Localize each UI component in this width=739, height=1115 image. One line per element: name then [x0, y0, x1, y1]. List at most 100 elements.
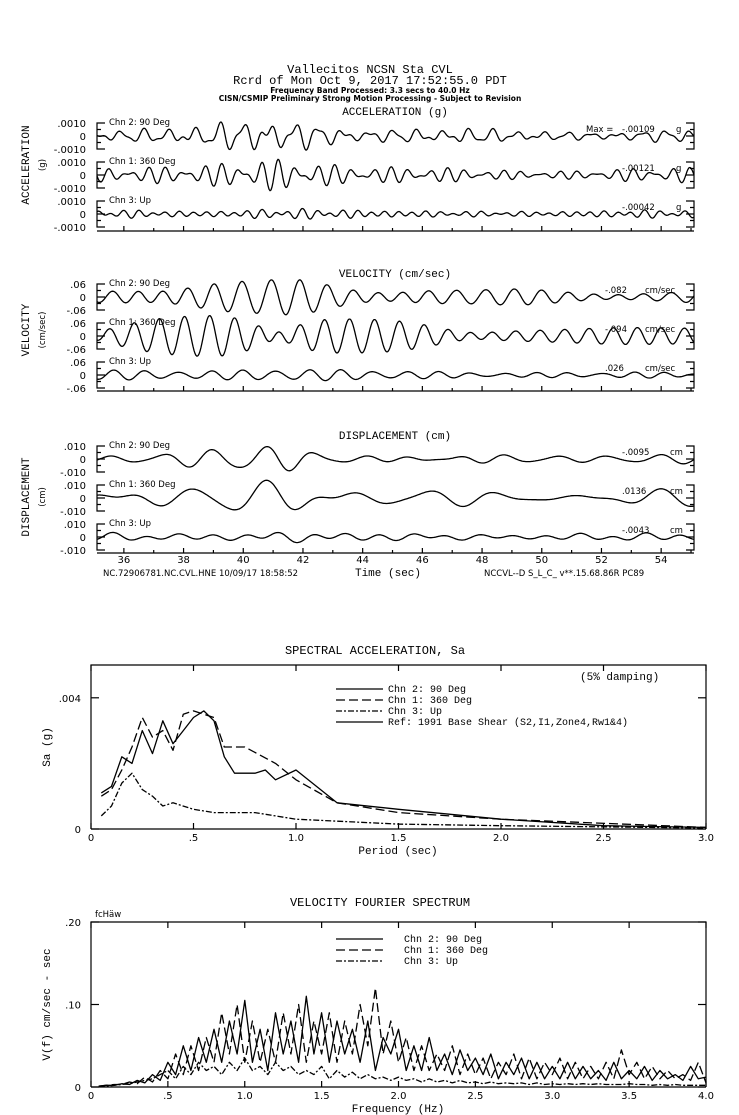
max-unit: cm — [670, 487, 683, 497]
channel-trace-group: .010 0 -.010 Chn 3: Up -.0043 cm — [60, 519, 695, 557]
x-axis-label: Frequency (Hz) — [352, 1104, 444, 1115]
waveform-trace — [96, 314, 695, 357]
time-tick-label: 52 — [595, 555, 608, 566]
y-tick-label: .10 — [65, 1001, 81, 1012]
y-tick-label: -.010 — [60, 546, 86, 557]
max-value: -.00109 — [622, 125, 655, 135]
y-tick-label: 0 — [80, 455, 86, 466]
y-tick-label: .06 — [70, 280, 86, 291]
panel-displacement: DISPLACEMENT (cm) DISPLACEMENT (cm) .010 0 -.… — [21, 431, 695, 557]
fourier-spectrum-chart: VELOCITY FOURIER SPECTRUM Frequency (Hz) V… — [42, 896, 714, 1115]
max-unit: g — [676, 164, 681, 174]
time-tick-label: 40 — [237, 555, 250, 566]
series-line-dashed — [100, 710, 707, 829]
y-tick-label: -.06 — [66, 384, 86, 395]
y-tick-label: 0 — [80, 210, 86, 221]
panel-y-label: VELOCITY — [21, 303, 33, 356]
max-unit: cm — [670, 448, 683, 458]
series-line-dashdot — [100, 772, 707, 829]
y-tick-label: 0 — [80, 371, 86, 382]
record-title: Rcrd of Mon Oct 9, 2017 17:52:55.0 PDT — [233, 74, 507, 88]
legend-entry: Chn 3: Up — [388, 706, 442, 718]
panel-y-unit: (g) — [38, 159, 48, 171]
y-tick-label: -.010 — [60, 507, 86, 518]
y-axis-label: Sa (g) — [42, 727, 54, 767]
band-note: Frequency Band Processed: 3.3 secs to 40… — [270, 86, 470, 95]
channel-bracket — [96, 484, 105, 512]
x-tick-label: .5 — [163, 1091, 173, 1102]
y-tick-label: .0010 — [57, 158, 86, 169]
channel-trace-group: .0010 0 -.0010 Chn 1: 360 Deg -.00121 g — [54, 157, 695, 195]
panel-y-label: ACCELERATION — [21, 125, 33, 204]
x-tick-label: 2.5 — [467, 1091, 483, 1102]
panel-title: ACCELERATION (g) — [342, 107, 448, 119]
waveform-trace — [96, 369, 694, 382]
max-value: -.00121 — [622, 164, 655, 174]
processing-note: CISN/CSMIP Preliminary Strong Motion Pro… — [219, 94, 522, 103]
channel-trace-group: .06 0 -.06 Chn 2: 90 Deg -.082 cm/sec — [66, 279, 695, 317]
max-value: -.082 — [605, 286, 627, 296]
max-unit: g — [676, 125, 681, 135]
chart-title: VELOCITY FOURIER SPECTRUM — [290, 896, 470, 910]
y-tick-label: .010 — [64, 520, 86, 531]
channel-bracket — [96, 200, 105, 228]
chart-title: SPECTRAL ACCELERATION, Sa — [285, 644, 465, 658]
channel-label: Chn 3: Up — [109, 519, 151, 529]
legend-entry: Chn 2: 90 Deg — [404, 934, 482, 946]
y-tick-label: .0010 — [57, 197, 86, 208]
panel-y-label: DISPLACEMENT — [21, 457, 33, 537]
channel-bracket — [686, 523, 695, 551]
waveform-trace — [96, 445, 695, 472]
x-tick-label: 1.5 — [391, 833, 407, 844]
time-tick-label: 38 — [177, 555, 190, 566]
y-tick-label: 0 — [80, 494, 86, 505]
chart-annotation: fcHäw — [95, 910, 121, 920]
channel-label: Chn 3: Up — [109, 357, 151, 367]
waveform-trace — [96, 279, 695, 316]
x-tick-label: 3.0 — [544, 1091, 560, 1102]
channel-bracket — [686, 445, 695, 473]
max-unit: cm/sec — [645, 364, 675, 374]
x-tick-label: 2.0 — [391, 1091, 407, 1102]
panel-y-unit: (cm/sec) — [38, 312, 48, 349]
channel-bracket — [686, 122, 695, 150]
time-tick-label: 48 — [476, 555, 489, 566]
time-axis-label: Time (sec) — [355, 568, 421, 580]
channel-label: Chn 2: 90 Deg — [109, 441, 170, 451]
waveform-trace — [96, 207, 695, 220]
time-history-panels: ACCELERATION (g) ACCELERATION (g) .0010 0 -.0… — [21, 107, 695, 566]
x-tick-label: 1.0 — [288, 833, 304, 844]
x-tick-label: 1.0 — [237, 1091, 253, 1102]
max-value: .0136 — [622, 487, 646, 497]
time-tick-label: 54 — [655, 555, 668, 566]
max-value: -.0095 — [622, 448, 649, 458]
y-axis-label: V(f) cm/sec - sec — [42, 948, 54, 1060]
y-tick-label: 0 — [80, 533, 86, 544]
x-tick-label: 3.0 — [698, 833, 714, 844]
time-tick-label: 36 — [117, 555, 130, 566]
channel-label: Chn 2: 90 Deg — [109, 118, 170, 128]
x-tick-label: 2.5 — [596, 833, 612, 844]
panel-title: DISPLACEMENT (cm) — [339, 431, 451, 443]
channel-bracket — [686, 484, 695, 512]
y-tick-label: 0 — [75, 1083, 81, 1094]
y-tick-label: -.010 — [60, 468, 86, 479]
waveform-trace — [97, 479, 695, 511]
max-unit: g — [676, 203, 681, 213]
legend-entry: Chn 1: 360 Deg — [404, 945, 488, 957]
spectral-acceleration-chart: SPECTRAL ACCELERATION, Sa Period (sec) Sa … — [42, 644, 714, 858]
series-line-dashdot — [98, 1057, 706, 1087]
series-line-solid — [98, 995, 707, 1087]
y-tick-label: .0010 — [57, 119, 86, 130]
y-tick-label: .06 — [70, 358, 86, 369]
y-tick-label: 0 — [80, 332, 86, 343]
y-tick-label: 0 — [80, 171, 86, 182]
y-tick-label: 0 — [80, 293, 86, 304]
y-tick-label: .004 — [59, 694, 81, 705]
y-tick-label: -.0010 — [54, 223, 86, 234]
waveform-trace — [96, 158, 695, 192]
channel-trace-group: .0010 0 -.0010 Chn 2: 90 Deg Max = -.00109 g — [54, 118, 695, 156]
channel-trace-group: .06 0 -.06 Chn 3: Up .026 cm/sec — [66, 357, 695, 395]
channel-label: Chn 1: 360 Deg — [109, 318, 175, 328]
